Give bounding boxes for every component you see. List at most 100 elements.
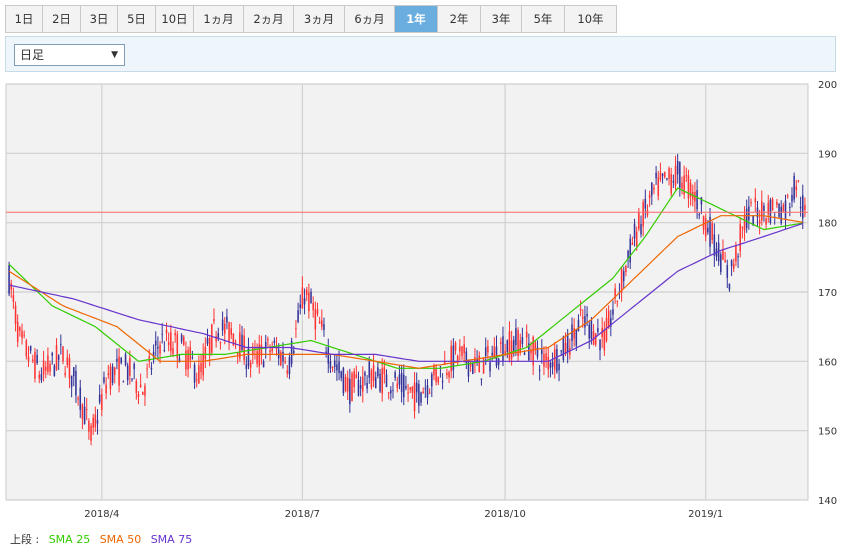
candle-body [252, 348, 254, 355]
candle-body [202, 353, 204, 376]
candle-body [573, 328, 575, 339]
candle-body [622, 271, 625, 282]
candle-body [400, 372, 403, 393]
candle-body [396, 383, 399, 388]
candle-body [198, 365, 200, 384]
candle-body [579, 308, 582, 311]
candle-body [338, 361, 340, 373]
candle-body [780, 206, 782, 224]
candle-body [10, 283, 13, 290]
candle-body [32, 359, 34, 362]
y-tick-label-6: 200 [818, 80, 837, 91]
candle-body [562, 336, 565, 360]
tab-period-12[interactable]: 5年 [522, 6, 565, 32]
candle-body [280, 352, 282, 365]
candle-body [732, 263, 735, 269]
candle-body [94, 414, 97, 428]
interval-select[interactable]: 日足 ▼ [14, 44, 125, 66]
candle-body [262, 361, 265, 368]
candle-body [707, 227, 709, 233]
tab-period-7[interactable]: 3ヵ月 [294, 6, 345, 32]
candle-body [349, 378, 351, 405]
candle-body [467, 359, 470, 377]
candle-body [126, 365, 129, 381]
x-tick-label-2: 2018/10 [484, 509, 526, 520]
tab-period-8[interactable]: 6ヵ月 [345, 6, 395, 32]
candle-body [536, 347, 539, 357]
candle-body [301, 287, 304, 309]
candle-body [456, 356, 459, 362]
x-tick-label-0: 2018/4 [84, 509, 119, 520]
candle-body [558, 363, 560, 371]
candle-body [633, 223, 636, 239]
tab-period-13[interactable]: 10年 [577, 12, 604, 26]
tab-period-9[interactable]: 1年 [395, 6, 438, 32]
candle-body [743, 214, 746, 231]
candle-body [683, 175, 685, 195]
candle-body [560, 350, 562, 352]
candle-body [390, 390, 392, 394]
candle-body [79, 387, 82, 410]
candle-body [122, 381, 125, 383]
candle-body [165, 329, 168, 334]
candle-body [556, 348, 558, 372]
candle-body [795, 186, 798, 191]
tab-period-11[interactable]: 3年 [481, 6, 522, 32]
candle-body [232, 333, 235, 346]
candle-body [213, 318, 215, 322]
candle-body [519, 340, 522, 353]
candle-body [60, 344, 62, 346]
candle-body [372, 365, 375, 381]
candle-body [748, 206, 750, 221]
candle-body [767, 202, 770, 215]
candle-body [761, 201, 763, 221]
tab-period-10[interactable]: 2年 [438, 6, 481, 32]
candle-body [146, 368, 148, 370]
candle-body [12, 295, 15, 302]
candle-body [226, 316, 228, 323]
candle-body [722, 249, 724, 260]
legend: 上段 : SMA 25 SMA 50 SMA 75 [10, 531, 198, 547]
candle-body [264, 341, 267, 350]
tab-period-5[interactable]: 1ヵ月 [194, 6, 244, 32]
candle-body [217, 333, 220, 339]
tab-period-3[interactable]: 5日 [118, 6, 156, 32]
candle-body [465, 351, 468, 364]
y-tick-label-2: 160 [818, 357, 837, 368]
tab-period-1[interactable]: 2日 [43, 6, 81, 32]
candle-body [101, 394, 103, 410]
candle-body [381, 368, 383, 394]
tab-period-6[interactable]: 2ヵ月 [244, 6, 294, 32]
candle-body [704, 218, 707, 237]
candle-body [113, 367, 116, 375]
candle-body [73, 367, 75, 377]
candle-body [288, 357, 291, 375]
candle-body [797, 180, 800, 182]
candle-body [19, 327, 21, 331]
candle-body [152, 351, 155, 357]
candle-body [124, 354, 127, 365]
candle-body [448, 372, 450, 378]
candle-body [362, 376, 364, 392]
tab-period-2[interactable]: 3日 [81, 6, 118, 32]
candle-body [286, 370, 289, 374]
candle-body [221, 319, 224, 331]
candle-body [359, 385, 362, 389]
tab-period-4[interactable]: 10日 [156, 6, 194, 32]
candle-body [586, 313, 588, 317]
candle-body [85, 409, 88, 411]
tab-period-0[interactable]: 1日 [6, 6, 43, 32]
candle-body [469, 363, 472, 367]
candle-body [66, 357, 69, 366]
candle-body [64, 372, 66, 376]
period-tabs: 1日 2日 3日 5日 10日 1ヵ月 2ヵ月 3ヵ月 6ヵ月 1年 2年 3年 5年 10年 [5, 5, 617, 33]
candle-body [431, 374, 433, 387]
candle-body [653, 187, 655, 190]
candle-body [189, 347, 192, 360]
candle-body [157, 347, 159, 349]
candle-body [90, 425, 92, 441]
candle-body [92, 417, 94, 428]
candle-body [730, 260, 733, 267]
candle-body [116, 358, 118, 362]
candle-body [659, 172, 662, 180]
